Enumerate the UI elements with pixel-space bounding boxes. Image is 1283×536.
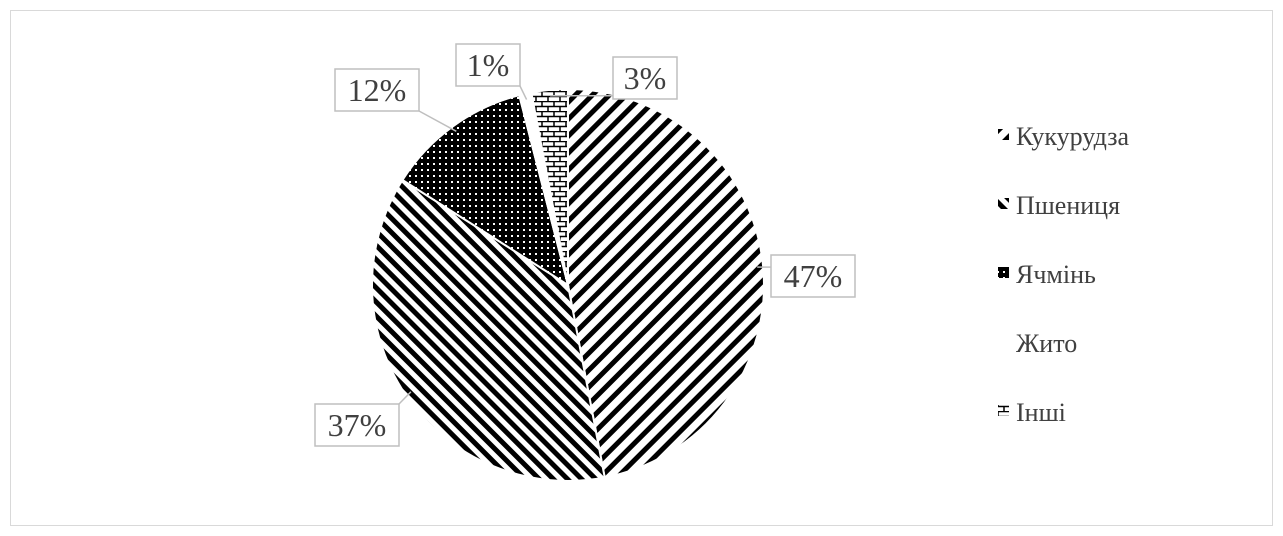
slice-2 xyxy=(371,178,606,482)
data-labels: 47% 37% 12% 1% 3% xyxy=(314,43,856,447)
data-label: 37% xyxy=(328,407,387,443)
chart-frame: 47% 37% 12% 1% 3% Кукурудза Пшениця Ячмінь Жито… xyxy=(10,10,1273,526)
data-label: 12% xyxy=(348,72,407,108)
pie-chart: 47% 37% 12% 1% 3% Кукурудза Пшениця Ячмінь Жито… xyxy=(314,43,1129,482)
data-label-box xyxy=(455,43,521,87)
leader-line xyxy=(398,391,412,405)
data-label-box xyxy=(612,56,678,100)
legend: Кукурудза Пшениця Ячмінь Жито Інші xyxy=(998,122,1129,427)
slice-3 xyxy=(401,93,570,288)
label-leader-lines xyxy=(398,85,771,405)
legend-swatch xyxy=(998,336,1009,347)
leader-line xyxy=(418,110,457,132)
legend-label: Пшениця xyxy=(1016,191,1120,220)
slice-5 xyxy=(530,87,569,286)
legend-swatch xyxy=(998,267,1009,278)
slice-1 xyxy=(567,87,765,479)
data-label-box xyxy=(314,403,400,447)
data-label: 1% xyxy=(467,47,510,83)
legend-label: Ячмінь xyxy=(1016,260,1096,289)
data-label: 47% xyxy=(784,258,843,294)
legend-label: Інші xyxy=(1016,398,1066,427)
legend-swatch xyxy=(998,405,1009,416)
data-label-box xyxy=(770,254,856,298)
pie-slices xyxy=(371,87,765,482)
legend-swatch xyxy=(998,198,1009,209)
legend-swatch xyxy=(998,129,1009,140)
data-label: 3% xyxy=(624,60,667,96)
legend-label: Жито xyxy=(1016,329,1077,358)
data-label-box xyxy=(334,68,420,112)
leader-line xyxy=(519,85,528,100)
legend-label: Кукурудза xyxy=(1016,122,1129,151)
